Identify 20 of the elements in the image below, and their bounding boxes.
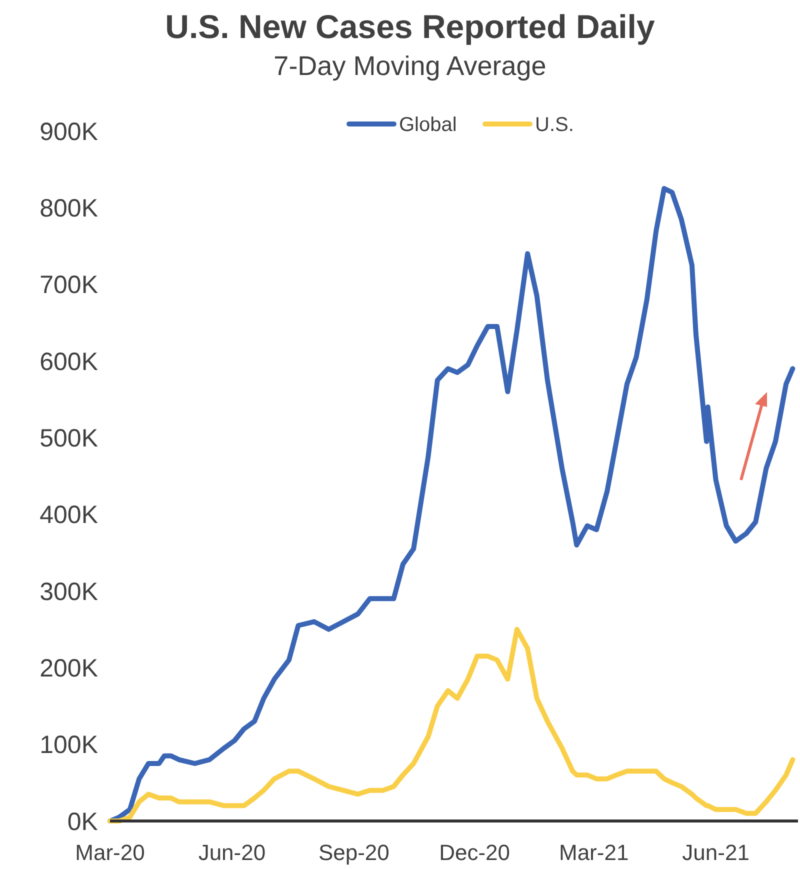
y-tick-label: 0K [67, 808, 98, 836]
y-tick-label: 300K [40, 578, 98, 606]
chart-subtitle: 7-Day Moving Average [274, 51, 546, 81]
y-tick-label: 900K [40, 118, 98, 146]
y-tick-label: 500K [40, 424, 98, 452]
x-tick-label: Sep-20 [318, 840, 390, 865]
x-tick-label: Jun-20 [198, 840, 266, 865]
chart-title: U.S. New Cases Reported Daily [165, 8, 656, 45]
x-tick-label: Dec-20 [439, 840, 510, 865]
x-tick-label: Mar-20 [75, 840, 145, 865]
legend-label: U.S. [535, 114, 574, 136]
y-tick-label: 800K [40, 194, 98, 222]
legend-label: Global [399, 114, 457, 136]
y-tick-label: 700K [40, 271, 98, 300]
y-tick-label: 400K [40, 501, 98, 530]
y-tick-label: 200K [40, 654, 98, 682]
x-tick-label: Jun-21 [682, 840, 750, 865]
y-tick-label: 600K [40, 348, 98, 376]
y-tick-label: 100K [40, 731, 98, 760]
x-tick-label: Mar-21 [559, 840, 629, 865]
